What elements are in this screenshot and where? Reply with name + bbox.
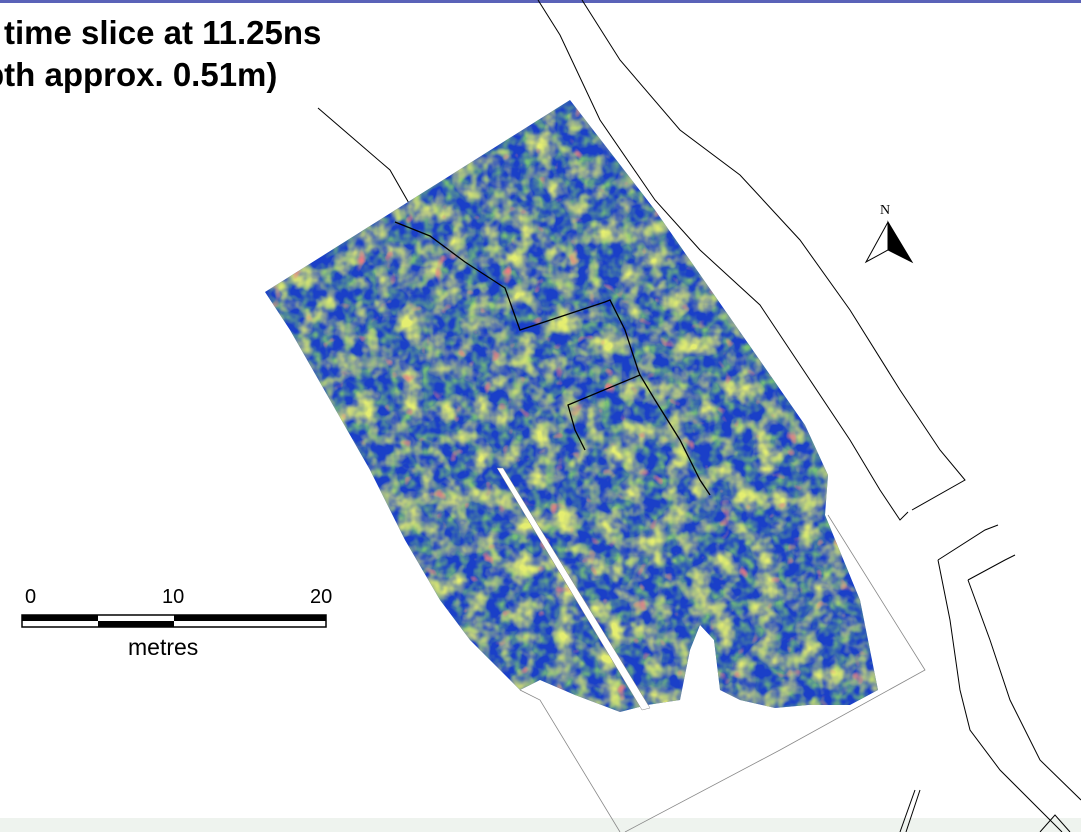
survey-grid-outline [519, 514, 926, 832]
scale-seg-2 [98, 621, 174, 627]
footpath-line-1 [899, 789, 916, 832]
scale-tick-10: 10 [162, 586, 185, 608]
map-title: time slice at 11.25ns pth approx. 0.51m) [0, 12, 321, 96]
north-label: N [880, 203, 891, 218]
title-line-2: pth approx. 0.51m) [0, 56, 278, 93]
trench-strip [496, 467, 651, 711]
footpath-line-2 [905, 789, 921, 832]
road-edge-west [537, 0, 909, 521]
road-junction-upper [937, 524, 999, 561]
road-junction-lower [967, 554, 1016, 581]
title-line-1: time slice at 11.25ns [4, 14, 322, 51]
road-edge-south-east [967, 579, 1081, 801]
north-arrow-left [864, 221, 889, 264]
road-edge-east [581, 0, 966, 511]
north-arrow [864, 220, 914, 264]
scale-unit: metres [128, 634, 199, 660]
gpr-time-slice [265, 100, 878, 712]
scale-bar [21, 614, 327, 628]
top-rule [0, 0, 1081, 3]
feature-outline-2 [639, 374, 711, 496]
footpath-line-3 [1039, 814, 1071, 832]
scale-tick-0: 0 [25, 586, 37, 608]
feature-outline [394, 221, 641, 451]
north-arrow-right [887, 220, 914, 264]
excavation-outline [394, 221, 711, 496]
footer-band [0, 818, 1081, 832]
scale-seg-3 [174, 615, 326, 621]
scale-tick-20: 20 [310, 586, 333, 608]
scale-seg-1 [22, 615, 98, 621]
road-edge-south-west [937, 559, 1063, 832]
